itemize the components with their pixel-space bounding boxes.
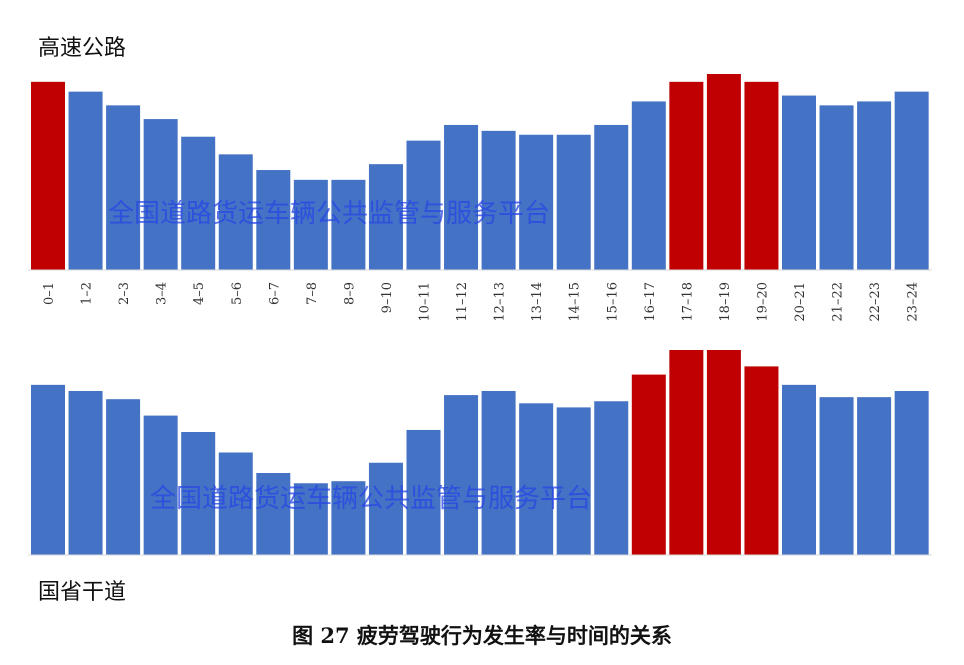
x-tick-label: 1–2: [80, 282, 95, 305]
bar-highway-9–10: [368, 164, 403, 270]
bar-highway-19–20: [744, 81, 779, 270]
x-tick-label: 3–4: [155, 282, 170, 305]
bar-highway-10–11: [406, 140, 441, 270]
bar-highway-3–4: [143, 119, 178, 270]
bar-national-9–10: [368, 462, 403, 555]
bar-national-21–22: [819, 397, 854, 555]
bar-national-11–12: [444, 395, 479, 555]
x-tick-label: 0–1: [42, 282, 57, 305]
x-tick-label: 9–10: [380, 282, 395, 313]
bar-national-3–4: [143, 415, 178, 555]
bar-national-12–13: [481, 391, 516, 555]
bar-highway-21–22: [819, 105, 854, 270]
watermark-bottom: 全国道路货运车辆公共监管与服务平台: [150, 484, 593, 514]
bar-highway-5–6: [218, 154, 253, 270]
bar-highway-12–13: [481, 130, 516, 270]
bar-national-13–14: [519, 403, 554, 555]
bar-national-0–1: [31, 384, 65, 555]
bar-national-6–7: [256, 473, 291, 555]
bar-national-18–19: [706, 350, 741, 555]
chart-title-highway: 高速公路: [38, 36, 127, 61]
x-tick-label: 8–9: [342, 282, 357, 305]
x-tick-label: 17–18: [680, 282, 695, 322]
bar-highway-13–14: [519, 134, 554, 270]
x-tick-label: 13–14: [530, 282, 545, 322]
bar-highway-14–15: [556, 134, 591, 270]
bar-highway-8–9: [331, 179, 366, 270]
bar-highway-0–1: [31, 81, 65, 270]
x-tick-label: 19–20: [755, 282, 770, 322]
bar-national-15–16: [594, 401, 629, 555]
bar-highway-17–18: [669, 81, 704, 270]
bar-national-4–5: [181, 432, 216, 555]
x-tick-label: 5–6: [230, 282, 245, 305]
x-tick-label: 18–19: [718, 282, 733, 322]
x-tick-label: 2–3: [117, 282, 132, 305]
bar-national-16–17: [631, 374, 666, 555]
bar-highway-15–16: [594, 124, 629, 271]
bar-national-10–11: [406, 429, 441, 555]
figure-caption: 图 27 疲劳驾驶行为发生率与时间的关系: [292, 623, 672, 648]
x-tick-label: 12–13: [493, 282, 508, 322]
bar-highway-7–8: [293, 179, 328, 270]
chart-title-national-provincial: 国省干道: [38, 580, 127, 605]
bar-highway-16–17: [631, 101, 666, 270]
bar-highway-1–2: [68, 91, 103, 270]
bar-highway-20–21: [782, 95, 816, 270]
bar-national-22–23: [857, 397, 892, 555]
bar-highway-11–12: [444, 124, 479, 271]
bar-national-20–21: [782, 384, 816, 555]
x-tick-label: 6–7: [267, 282, 282, 305]
bar-national-8–9: [331, 481, 366, 555]
x-tick-label: 14–15: [568, 282, 583, 322]
watermark-top: 全国道路货运车辆公共监管与服务平台: [108, 199, 551, 229]
bar-national-19–20: [744, 366, 779, 555]
bar-national-5–6: [218, 452, 253, 555]
bar-national-17–18: [669, 350, 704, 555]
x-tick-label: 20–21: [793, 282, 808, 322]
bar-highway-4–5: [181, 136, 216, 270]
bar-highway-22–23: [857, 101, 892, 270]
x-tick-label: 7–8: [305, 282, 320, 305]
x-tick-label: 21–22: [831, 282, 846, 322]
x-tick-label: 10–11: [418, 282, 433, 322]
x-tick-label: 4–5: [192, 282, 207, 305]
x-tick-label: 15–16: [605, 282, 620, 322]
x-tick-label: 22–23: [868, 282, 883, 322]
x-tick-label: 11–12: [455, 282, 470, 322]
bar-national-23–24: [894, 391, 929, 555]
bar-highway-6–7: [256, 170, 291, 270]
bar-national-2–3: [106, 399, 141, 555]
bar-highway-18–19: [706, 74, 741, 270]
bar-highway-2–3: [106, 105, 141, 270]
bar-national-7–8: [293, 483, 328, 555]
x-tick-label: 23–24: [906, 282, 921, 322]
x-tick-label: 16–17: [643, 282, 658, 322]
bar-national-14–15: [556, 407, 591, 555]
bar-highway-23–24: [894, 91, 929, 270]
bar-national-1–2: [68, 391, 103, 555]
